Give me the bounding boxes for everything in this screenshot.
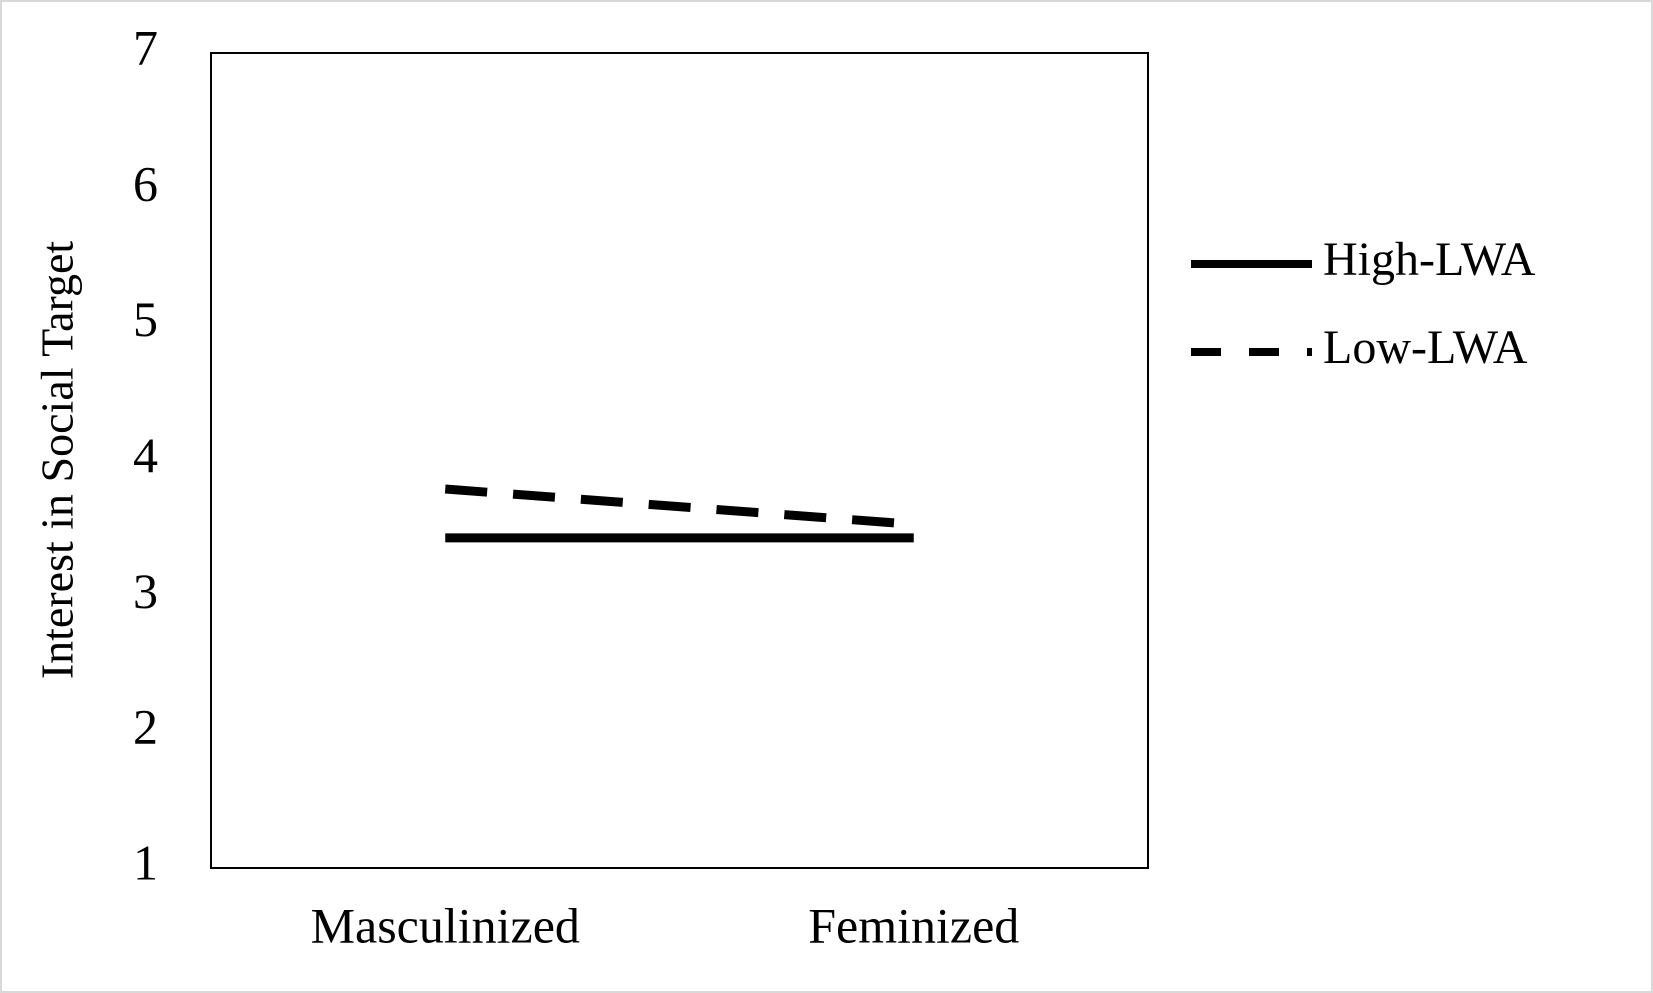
y-axis-label: Interest in Social Target <box>32 241 83 680</box>
y-tick-label: 3 <box>133 563 158 619</box>
x-tick-label: Masculinized <box>311 897 580 953</box>
y-tick-label: 6 <box>133 155 158 211</box>
y-tick-label: 2 <box>133 699 158 755</box>
legend-label: High-LWA <box>1323 233 1536 286</box>
y-tick-label: 1 <box>133 834 158 890</box>
x-tick-label: Feminized <box>808 897 1019 953</box>
y-tick-label: 5 <box>133 291 158 347</box>
y-tick-label: 7 <box>133 19 158 75</box>
legend-label: Low-LWA <box>1323 321 1528 374</box>
y-tick-label: 4 <box>133 427 158 483</box>
series-line <box>444 484 915 529</box>
plot-area <box>210 52 1149 869</box>
